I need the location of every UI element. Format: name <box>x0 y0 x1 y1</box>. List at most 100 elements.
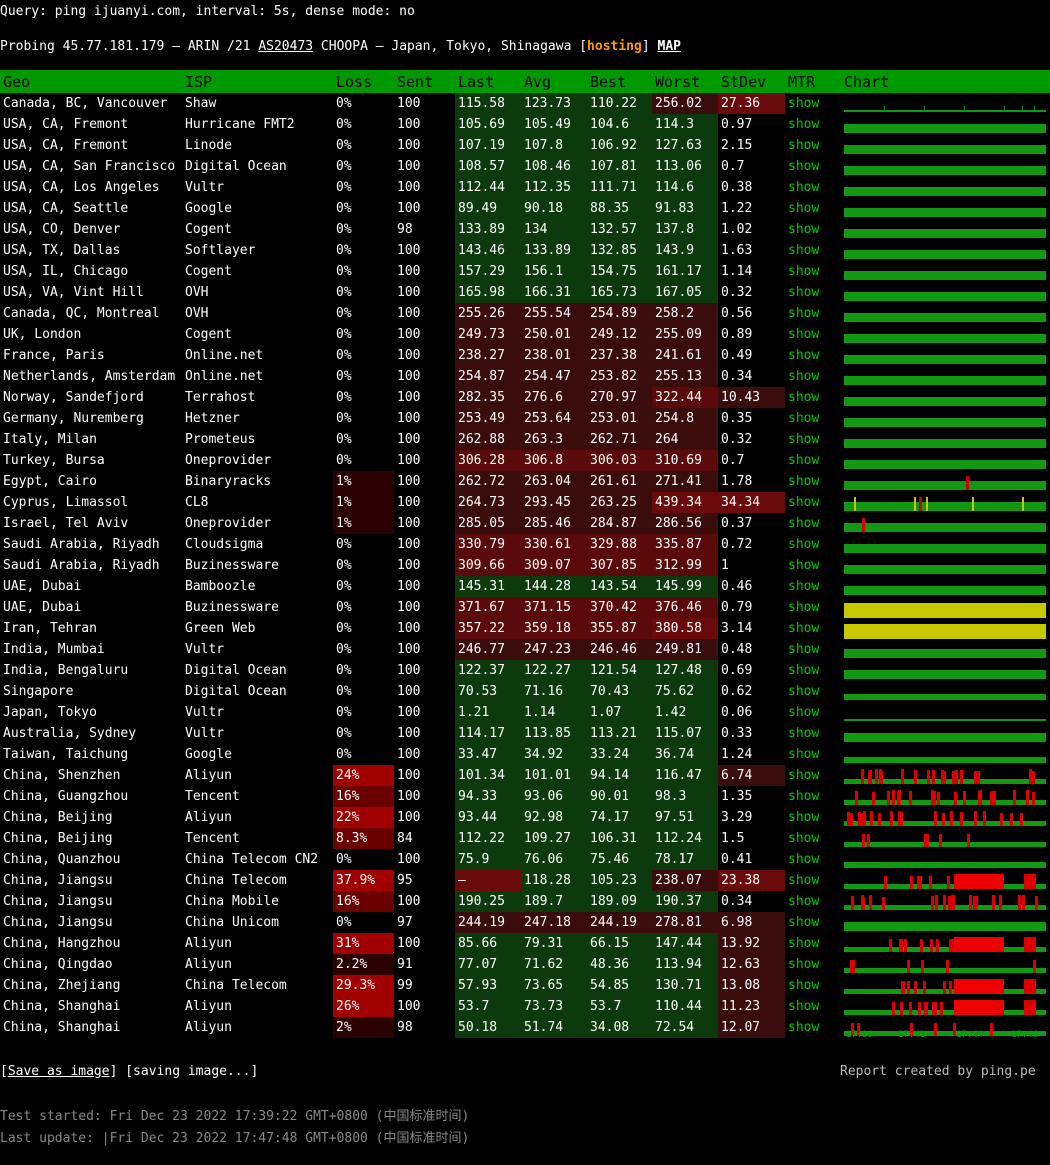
mtr-show-link[interactable]: show <box>788 243 820 258</box>
mtr-show-link[interactable]: show <box>788 390 820 405</box>
table-row: Canada, QC, Montreal OVH 0% 100 255.26 255.54… <box>0 303 1050 324</box>
mtr-show-link[interactable]: show <box>788 159 820 174</box>
mtr-show-link[interactable]: show <box>788 516 820 531</box>
mtr-show-link[interactable]: show <box>788 306 820 321</box>
mtr-show-link[interactable]: show <box>788 96 820 111</box>
table-row: UAE, Dubai Bamboozle 0% 100 145.31 144.28 143.… <box>0 576 1050 597</box>
cell-last: 112.22 <box>455 828 521 849</box>
report-credit[interactable]: Report created by ping.pe <box>840 1064 1036 1079</box>
mtr-show-link[interactable]: show <box>788 411 820 426</box>
mtr-show-link[interactable]: show <box>788 117 820 132</box>
header-sent[interactable]: Sent <box>394 70 455 93</box>
mtr-show-link[interactable]: show <box>788 138 820 153</box>
mtr-show-link[interactable]: show <box>788 684 820 699</box>
mtr-show-link[interactable]: show <box>788 663 820 678</box>
mtr-show-link[interactable]: show <box>788 936 820 951</box>
mtr-show-link[interactable]: show <box>788 789 820 804</box>
cell-avg: 306.8 <box>521 450 587 471</box>
chart-spike <box>931 789 934 805</box>
mtr-show-link[interactable]: show <box>788 495 820 510</box>
mtr-show-link[interactable]: show <box>788 768 820 783</box>
table-row: China, Shanghai Aliyun 2% 98 50.18 51.74 34.08… <box>0 1017 1050 1038</box>
mtr-show-link[interactable]: show <box>788 873 820 888</box>
mtr-show-link[interactable]: show <box>788 537 820 552</box>
header-worst[interactable]: Worst <box>652 70 718 93</box>
map-link[interactable]: MAP <box>657 39 681 54</box>
mtr-show-link[interactable]: show <box>788 915 820 930</box>
mtr-show-link[interactable]: show <box>788 831 820 846</box>
mtr-show-link[interactable]: show <box>788 264 820 279</box>
header-loss[interactable]: Loss <box>333 70 394 93</box>
mtr-show-link[interactable]: show <box>788 957 820 972</box>
cell-geo: Germany, Nuremberg <box>3 411 144 426</box>
cell-avg: 122.27 <box>521 660 587 681</box>
chart-spike <box>851 1022 854 1036</box>
chart-box <box>844 562 1046 574</box>
cell-worst: 113.06 <box>652 156 718 177</box>
header-last[interactable]: Last <box>455 70 521 93</box>
mtr-show-link[interactable]: show <box>788 726 820 741</box>
header-isp[interactable]: ISP <box>182 70 333 93</box>
mtr-show-link[interactable]: show <box>788 621 820 636</box>
mtr-show-link[interactable]: show <box>788 978 820 993</box>
chart-spike <box>900 1001 903 1015</box>
header-mtr[interactable]: MTR <box>785 70 841 93</box>
cell-isp: Shaw <box>185 96 217 111</box>
mtr-show-link[interactable]: show <box>788 348 820 363</box>
test-started: Test started: Fri Dec 23 2022 17:39:22 G… <box>0 1109 470 1124</box>
cell-best: 66.15 <box>587 933 652 954</box>
cell-geo: Japan, Tokyo <box>3 705 97 720</box>
mtr-show-link[interactable]: show <box>788 579 820 594</box>
cell-last: 309.66 <box>455 555 521 576</box>
cell-last: 262.88 <box>455 429 521 450</box>
mtr-show-link[interactable]: show <box>788 180 820 195</box>
header-best[interactable]: Best <box>587 70 652 93</box>
mtr-show-link[interactable]: show <box>788 201 820 216</box>
mtr-show-link[interactable]: show <box>788 600 820 615</box>
chart-spike <box>850 959 853 973</box>
chart-tick-label: 17:39 <box>846 1030 874 1040</box>
header-geo[interactable]: Geo <box>0 70 182 93</box>
mtr-show-link[interactable]: show <box>788 852 820 867</box>
mtr-show-link[interactable]: show <box>788 432 820 447</box>
mtr-show-link[interactable]: show <box>788 642 820 657</box>
chart-box <box>844 667 1046 679</box>
cell-avg: 254.47 <box>521 366 587 387</box>
chart-spike <box>954 936 1004 952</box>
cell-sent: 100 <box>397 747 421 762</box>
mtr-show-link[interactable]: show <box>788 705 820 720</box>
cell-last: 101.34 <box>455 765 521 786</box>
cell-geo: China, Shanghai <box>3 999 121 1014</box>
cell-avg: 101.01 <box>521 765 587 786</box>
chart-spike <box>954 873 1004 889</box>
cell-avg: 113.85 <box>521 723 587 744</box>
chart-box <box>844 436 1046 448</box>
chart-box <box>844 163 1046 175</box>
mtr-show-link[interactable]: show <box>788 999 820 1014</box>
mtr-show-link[interactable]: show <box>788 222 820 237</box>
mtr-show-link[interactable]: show <box>788 558 820 573</box>
mtr-show-link[interactable]: show <box>788 810 820 825</box>
mtr-show-link[interactable]: show <box>788 474 820 489</box>
chart-baseline <box>844 718 1046 721</box>
mtr-show-link[interactable]: show <box>788 369 820 384</box>
mtr-show-link[interactable]: show <box>788 285 820 300</box>
cell-stdev: 6.98 <box>718 912 785 933</box>
header-avg[interactable]: Avg <box>521 70 587 93</box>
asn-link[interactable]: AS20473 <box>258 39 314 54</box>
cell-isp: Google <box>185 747 232 762</box>
cell-loss: 29.3% <box>333 975 394 996</box>
latency-chart <box>841 513 1050 534</box>
mtr-show-link[interactable]: show <box>788 894 820 909</box>
header-chart[interactable]: Chart <box>841 70 1050 93</box>
table-row: Iran, Tehran Green Web 0% 100 357.22 359.18 35… <box>0 618 1050 639</box>
cell-stdev: 1.22 <box>721 201 753 216</box>
cell-last: 75.9 <box>455 849 521 870</box>
header-stdev[interactable]: StDev <box>718 70 785 93</box>
mtr-show-link[interactable]: show <box>788 747 820 762</box>
save-as-image-link[interactable]: Save as image <box>7 1064 110 1079</box>
chart-spike <box>1004 105 1005 112</box>
mtr-show-link[interactable]: show <box>788 327 820 342</box>
mtr-show-link[interactable]: show <box>788 1020 820 1035</box>
mtr-show-link[interactable]: show <box>788 453 820 468</box>
